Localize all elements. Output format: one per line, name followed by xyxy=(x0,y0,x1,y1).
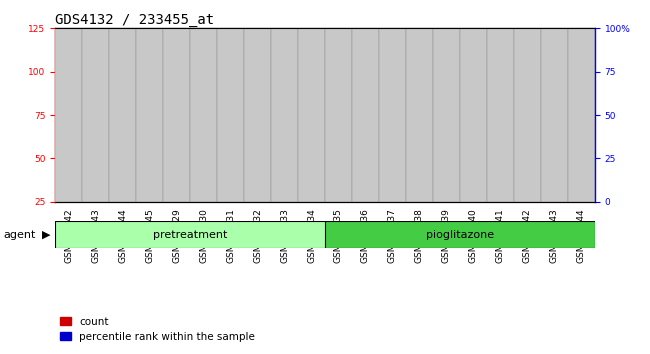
FancyBboxPatch shape xyxy=(541,28,568,202)
Bar xyxy=(305,132,318,202)
Bar xyxy=(62,181,75,202)
Bar xyxy=(521,132,534,202)
Bar xyxy=(281,108,289,115)
FancyBboxPatch shape xyxy=(244,28,271,202)
FancyBboxPatch shape xyxy=(352,28,379,202)
Bar xyxy=(443,72,450,79)
FancyBboxPatch shape xyxy=(487,28,514,202)
Bar xyxy=(197,192,211,202)
FancyBboxPatch shape xyxy=(325,221,595,248)
Bar xyxy=(254,122,261,129)
Bar xyxy=(523,105,531,112)
Bar xyxy=(439,30,453,202)
Legend: count, percentile rank within the sample: count, percentile rank within the sample xyxy=(60,316,255,342)
Bar xyxy=(65,125,73,132)
FancyBboxPatch shape xyxy=(433,28,460,202)
Bar xyxy=(413,122,426,202)
FancyBboxPatch shape xyxy=(55,28,82,202)
FancyBboxPatch shape xyxy=(379,28,406,202)
FancyBboxPatch shape xyxy=(217,28,244,202)
Bar xyxy=(224,159,237,202)
Text: agent: agent xyxy=(3,229,36,240)
Text: GDS4132 / 233455_at: GDS4132 / 233455_at xyxy=(55,13,214,27)
Bar xyxy=(547,101,561,202)
FancyBboxPatch shape xyxy=(325,28,352,202)
Bar xyxy=(469,91,477,98)
Bar xyxy=(143,115,157,202)
FancyBboxPatch shape xyxy=(298,28,325,202)
Bar xyxy=(467,80,480,202)
Bar xyxy=(119,106,127,113)
Bar xyxy=(200,131,207,138)
Bar xyxy=(335,91,343,98)
Bar xyxy=(389,103,396,110)
Bar xyxy=(575,108,588,202)
Bar xyxy=(359,136,372,202)
Bar xyxy=(251,165,265,202)
Bar xyxy=(577,99,585,106)
FancyBboxPatch shape xyxy=(514,28,541,202)
FancyBboxPatch shape xyxy=(109,28,136,202)
Bar xyxy=(361,99,369,106)
FancyBboxPatch shape xyxy=(136,28,163,202)
Bar xyxy=(146,106,153,113)
Bar xyxy=(278,141,291,202)
Text: ▶: ▶ xyxy=(42,229,51,240)
FancyBboxPatch shape xyxy=(568,28,595,202)
FancyBboxPatch shape xyxy=(82,28,109,202)
Bar xyxy=(415,110,423,117)
Bar xyxy=(227,112,235,119)
Bar xyxy=(493,129,507,202)
FancyBboxPatch shape xyxy=(460,28,487,202)
Bar xyxy=(497,101,504,108)
Bar xyxy=(307,105,315,112)
Bar xyxy=(92,132,99,139)
Text: pretreatment: pretreatment xyxy=(153,229,228,240)
Bar xyxy=(385,134,399,202)
Bar xyxy=(332,98,345,202)
FancyBboxPatch shape xyxy=(190,28,217,202)
FancyBboxPatch shape xyxy=(55,221,325,248)
FancyBboxPatch shape xyxy=(406,28,433,202)
Text: pioglitazone: pioglitazone xyxy=(426,229,494,240)
Bar xyxy=(170,159,183,202)
FancyBboxPatch shape xyxy=(271,28,298,202)
Bar xyxy=(551,99,558,106)
FancyBboxPatch shape xyxy=(163,28,190,202)
Bar xyxy=(116,141,129,202)
Bar xyxy=(173,106,181,113)
